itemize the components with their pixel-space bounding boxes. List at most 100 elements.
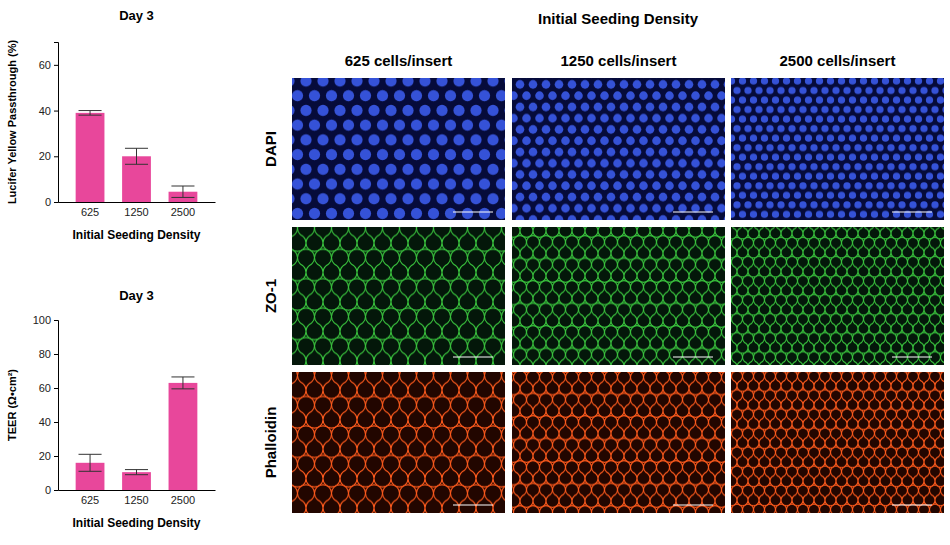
y-axis-title: TEER (Ω•cm²): [6, 369, 18, 441]
error-cap: [125, 469, 148, 470]
tick-label: 0: [45, 484, 51, 496]
tick-label: 40: [39, 416, 51, 428]
axis-line: [59, 202, 216, 203]
scale-bar: [673, 212, 713, 213]
tick-label: 100: [33, 314, 51, 326]
tick: 60: [39, 382, 58, 394]
error-cap: [171, 197, 194, 198]
tick: 40: [39, 416, 58, 428]
tick: 625: [81, 202, 99, 218]
micrograph-grid: Initial Seeding Density 625 cells/insert 1…: [262, 10, 944, 513]
tick: 625: [81, 490, 99, 506]
tick-label: 625: [81, 494, 99, 506]
micrograph-panel: [512, 78, 725, 220]
row-label: ZO-1: [262, 279, 279, 313]
figure-title: Initial Seeding Density: [538, 10, 699, 27]
tick-mark: [54, 456, 58, 457]
error-cap: [171, 388, 194, 389]
y-axis-title: Lucifer Yellow Passthrough (%): [6, 40, 18, 205]
scale-bar: [453, 505, 493, 506]
tick: 20: [39, 150, 58, 162]
micrograph-panel: [731, 227, 944, 365]
tick: 2500: [171, 490, 195, 506]
micrograph-panel: [731, 372, 944, 513]
scale-bar: [892, 357, 932, 358]
x-axis: 625 1250 2500: [59, 202, 216, 218]
plot-area: [76, 377, 198, 490]
error-cap: [79, 115, 102, 116]
tick: 1250: [124, 202, 148, 218]
scale-bar: [673, 505, 713, 506]
figure: 0 20 40 60 625 1250 2500 Day 3 Initial Seeding D…: [0, 0, 950, 545]
error-cap: [79, 110, 102, 111]
scale-bar: [453, 212, 493, 213]
chart-title: Day 3: [119, 8, 154, 23]
tick-label: 625: [81, 206, 99, 218]
tick-mark: [54, 320, 58, 321]
x-axis-title: Initial Seeding Density: [72, 516, 200, 530]
error-stem: [136, 148, 137, 164]
error-cap: [171, 376, 194, 377]
error-bar: [79, 111, 102, 116]
tick: 80: [39, 348, 58, 360]
axis-line: [54, 321, 59, 491]
tick-mark: [54, 202, 58, 203]
error-stem: [182, 186, 183, 197]
error-bar: [171, 377, 194, 389]
micrograph-panel: [731, 78, 944, 220]
scale-bar: [673, 357, 713, 358]
error-stem: [90, 111, 91, 116]
column-header: 1250 cells/insert: [561, 52, 677, 69]
tick: 0: [45, 484, 58, 496]
bar-chart: 0 20 40 60 625 1250 2500 Day 3 Initial Seeding D…: [6, 8, 216, 242]
bar: [122, 472, 151, 490]
error-cap: [79, 471, 102, 472]
column-header: 625 cells/insert: [345, 52, 453, 69]
tick: 2500: [171, 202, 195, 218]
error-bar: [125, 470, 148, 475]
tick-label: 60: [39, 59, 51, 71]
x-axis: 625 1250 2500: [59, 490, 216, 506]
scale-bar: [453, 357, 493, 358]
error-bar: [79, 454, 102, 471]
tick: 20: [39, 450, 58, 462]
tick-mark: [54, 422, 58, 423]
x-axis-title: Initial Seeding Density: [72, 228, 200, 242]
tick-label: 40: [39, 105, 51, 117]
tick-label: 1250: [124, 206, 148, 218]
tick-label: 60: [39, 382, 51, 394]
bar-chart: 02040608010062512502500Day 3Initial Seed…: [6, 288, 216, 530]
tick-mark: [54, 156, 58, 157]
micrograph-panel: [292, 227, 505, 365]
tick-mark: [54, 354, 58, 355]
tick-mark: [54, 65, 58, 66]
tick: 1250: [124, 490, 148, 506]
scale-bar: [892, 505, 932, 506]
tick-label: 0: [45, 196, 51, 208]
error-cap: [171, 186, 194, 187]
tick-label: 20: [39, 150, 51, 162]
micrograph-panel: [512, 372, 725, 513]
column-header: 2500 cells/insert: [780, 52, 896, 69]
tick-mark: [54, 111, 58, 112]
micrograph-panel: [512, 227, 725, 365]
tick: 60: [39, 59, 58, 71]
bar: [169, 383, 198, 490]
error-cap: [125, 148, 148, 149]
row-label: Phalloidin: [262, 407, 279, 479]
y-axis: 0 20 40 60 80 100: [33, 314, 59, 496]
micrograph-panel: [292, 78, 505, 220]
axis-line: [54, 43, 59, 203]
error-stem: [90, 454, 91, 471]
y-axis: 0 20 40 60: [39, 43, 59, 209]
plot-area: [76, 111, 198, 202]
tick-label: 20: [39, 450, 51, 462]
tick-mark: [54, 388, 58, 389]
error-cap: [125, 474, 148, 475]
error-cap: [79, 454, 102, 455]
tick-mark: [54, 490, 58, 491]
scale-bar: [892, 212, 932, 213]
tick: 100: [33, 314, 58, 326]
tick: 40: [39, 105, 58, 117]
tick-label: 80: [39, 348, 51, 360]
